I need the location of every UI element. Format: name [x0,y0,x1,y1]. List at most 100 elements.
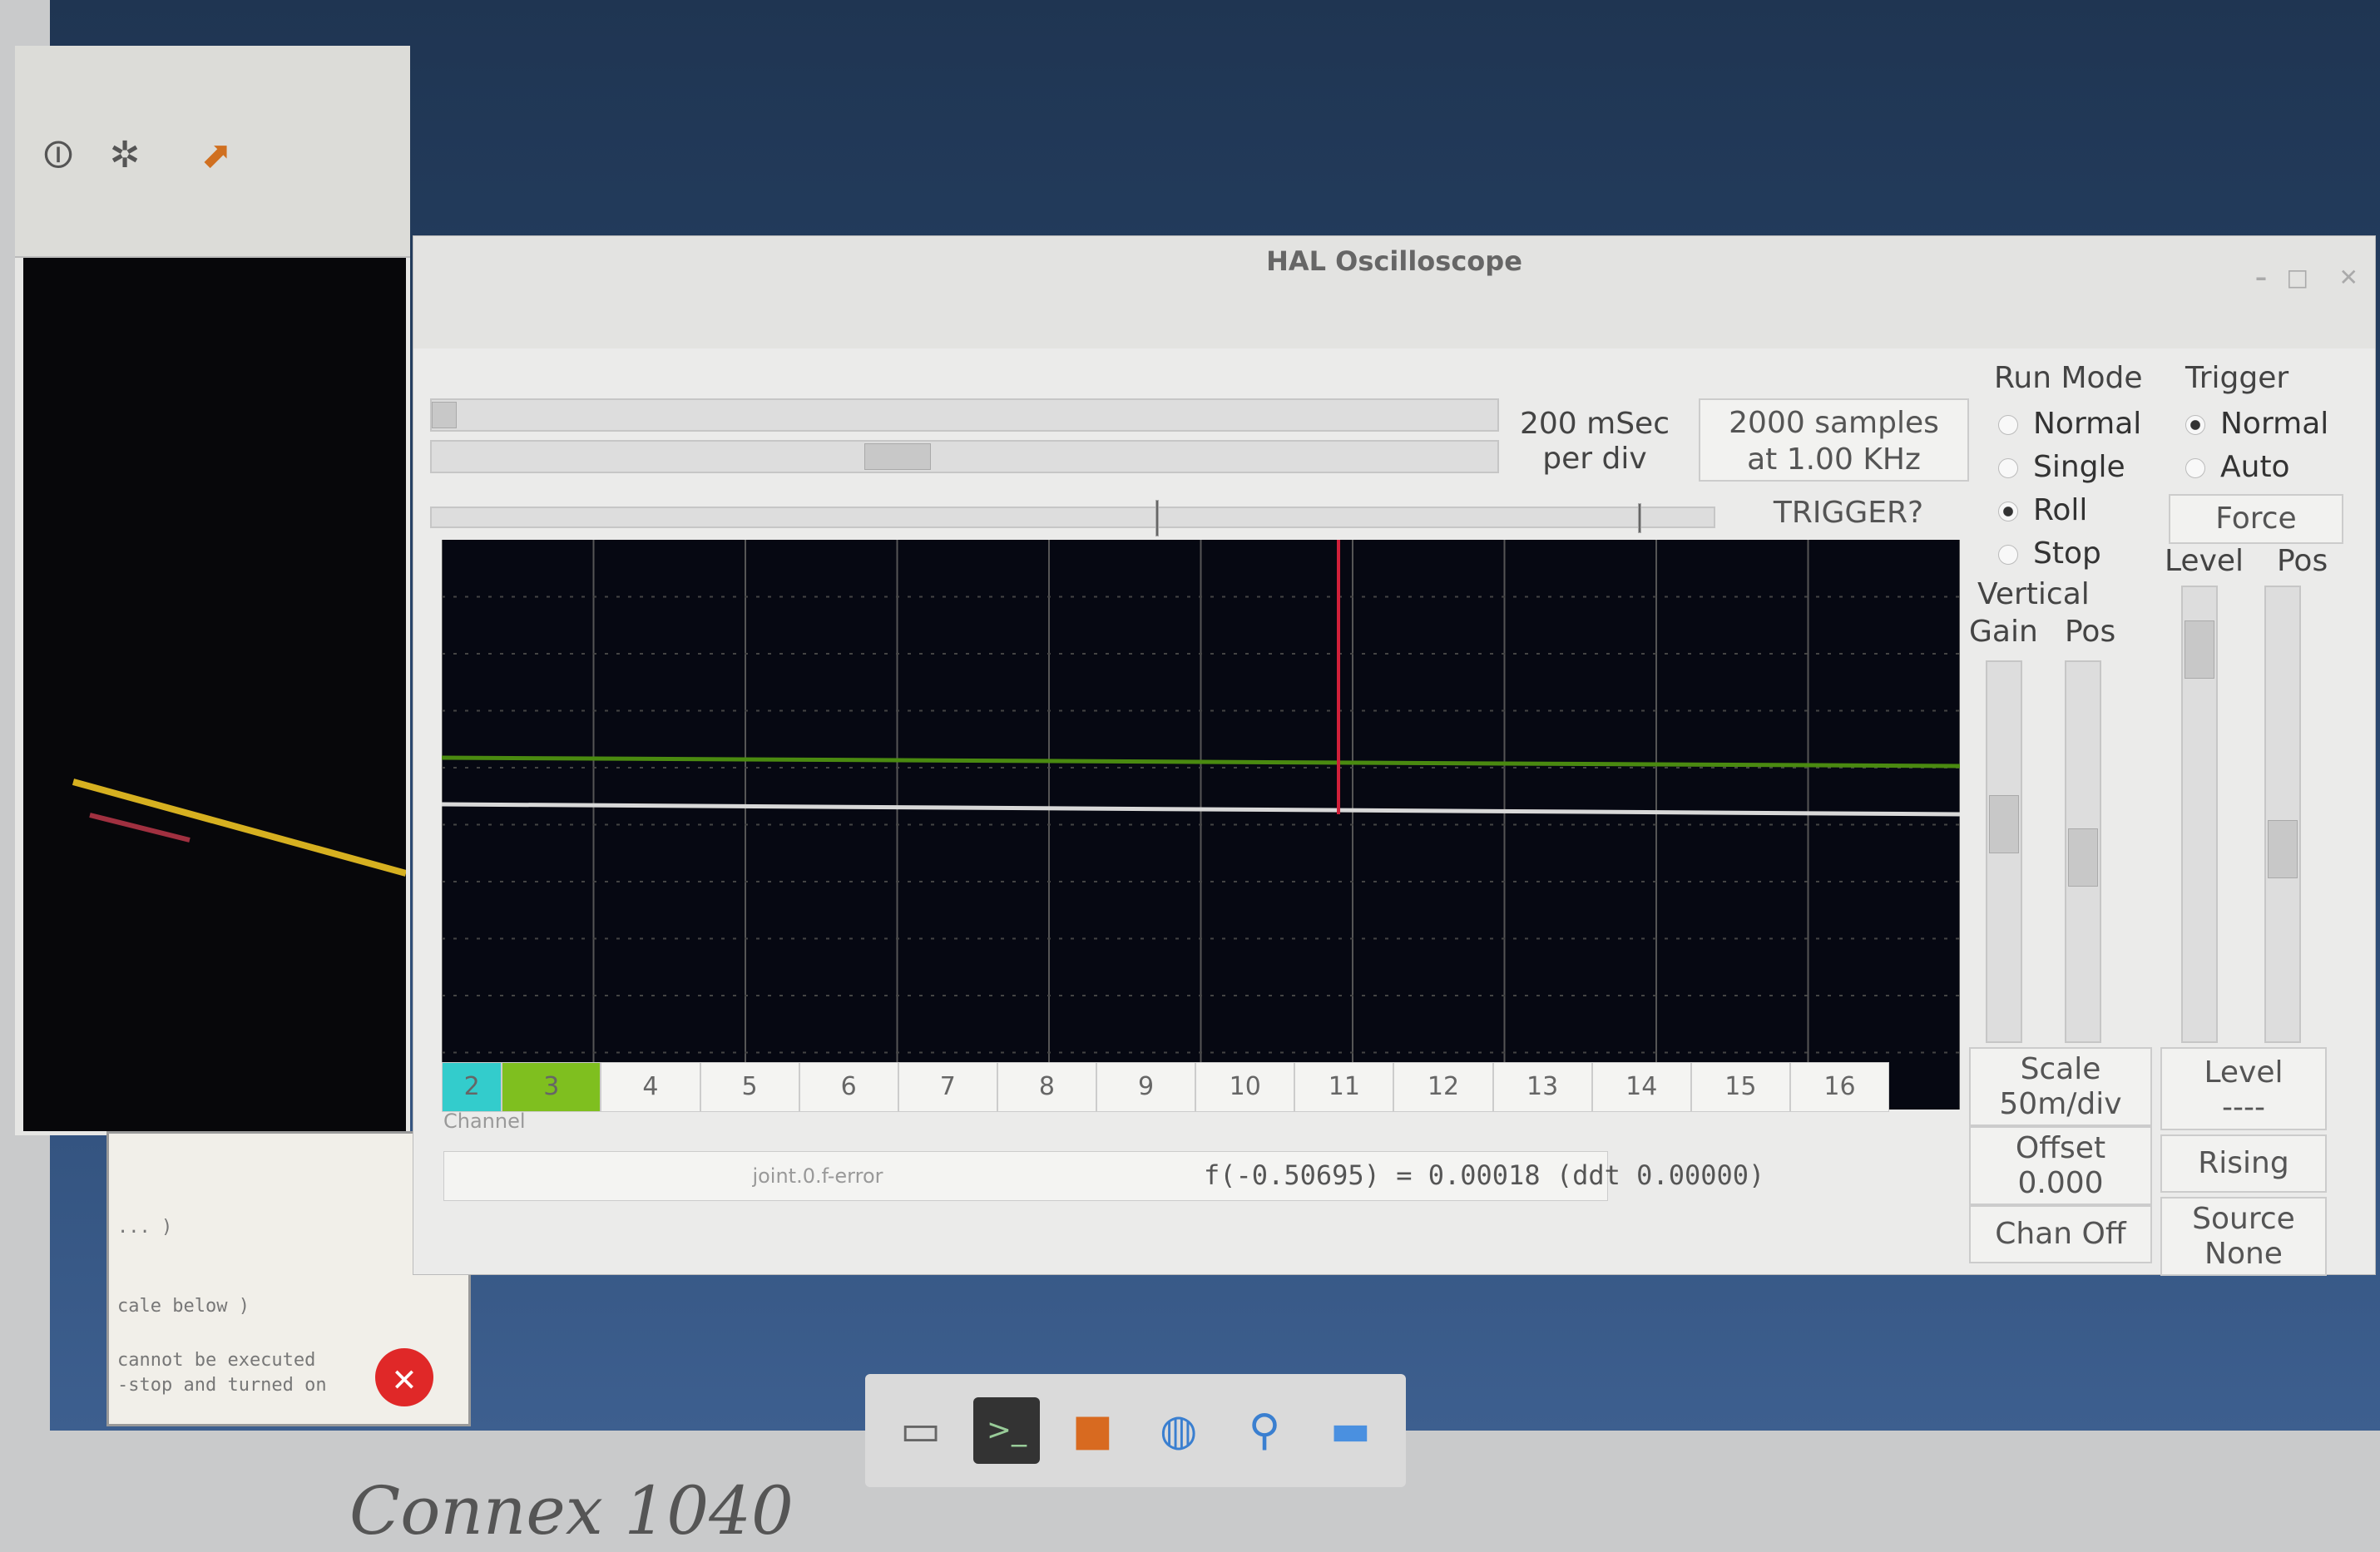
offset-button[interactable]: Offset 0.000 [1969,1126,2152,1205]
channel-2-trace [441,802,1961,817]
position-slider[interactable] [430,440,1499,473]
vertical-pos-label: Pos [2065,615,2116,649]
trigger-mode-auto[interactable]: Auto [2185,446,2328,489]
waveform-canvas [441,540,1961,1110]
console-line: ... ) [117,1217,173,1238]
level-value: ---- [2222,1090,2265,1124]
channel-button-9[interactable]: 9 [1096,1062,1196,1112]
error-line: cannot be executed [117,1350,316,1371]
trigger-pos-slider[interactable] [2264,586,2301,1043]
run-mode-label: Run Mode [1994,361,2143,395]
radio-icon[interactable] [1998,502,2018,521]
channel-button-15[interactable]: 15 [1690,1062,1790,1112]
gain-slider[interactable] [1986,660,2022,1043]
trigger-pos-label: Pos [2277,544,2328,578]
channel-button-3[interactable]: 3 [502,1062,601,1112]
terminal-icon[interactable]: >_ [972,1397,1040,1464]
offset-label: Offset [2015,1131,2106,1165]
axis-window: ⏼ ✲ ⬈ [15,46,410,1135]
channel-3-trace [441,755,1961,769]
scale-button[interactable]: Scale 50m/div [1969,1047,2152,1126]
error-line: -stop and turned on [117,1375,327,1396]
trigger-level-slider[interactable] [2181,586,2218,1043]
vertical-pos-slider[interactable] [2065,660,2101,1043]
toolpath-preview [23,258,408,1131]
trigger-mode-group: Normal Auto [2185,403,2328,489]
oscilloscope-display [441,540,1961,1110]
channel-button-5[interactable]: 5 [700,1062,799,1112]
window-title: HAL Oscilloscope [1266,245,1522,277]
option-label: Normal [2220,407,2329,441]
option-label: Single [2033,450,2125,484]
trigger-level-button[interactable]: Level ---- [2160,1047,2327,1130]
gain-label: Gain [1969,615,2038,649]
scale-label: Scale [2020,1052,2101,1086]
maximize-icon[interactable]: □ [2286,264,2308,291]
channel-button-11[interactable]: 11 [1294,1062,1394,1112]
chan-off-button[interactable]: Chan Off [1969,1205,2152,1263]
trigger-source-button[interactable]: Source None [2160,1197,2327,1276]
drive-icon[interactable]: ▭ [900,1406,942,1456]
channel-button-10[interactable]: 10 [1195,1062,1295,1112]
run-mode-roll[interactable]: Roll [1998,489,2141,532]
run-mode-single[interactable]: Single [1998,446,2141,489]
minimize-icon[interactable]: – [2255,264,2267,291]
channel-button-6[interactable]: 6 [799,1062,898,1112]
rate-unit: per div [1542,442,1647,476]
samples-button[interactable]: 2000 samples at 1.00 KHz [1699,398,1969,482]
channel-button-2[interactable]: 2 [442,1062,502,1112]
channel-button-12[interactable]: 12 [1393,1062,1493,1112]
taskbar: ▭ >_ ■ ◍ ⚲ ▬ [865,1374,1406,1487]
power-icon[interactable]: ✲ [109,134,141,176]
app-icon[interactable]: ■ [1071,1406,1113,1456]
zoom-slider[interactable] [430,398,1499,432]
channel-button-14[interactable]: 14 [1591,1062,1691,1112]
option-label: Stop [2033,536,2101,571]
offset-value: 0.000 [2017,1166,2104,1200]
browser-icon[interactable]: ◍ [1159,1406,1198,1456]
samples-count: 2000 samples [1729,406,1939,440]
radio-icon[interactable] [2185,458,2205,478]
rising-button[interactable]: Rising [2160,1134,2327,1193]
title-bar[interactable]: HAL Oscilloscope – □ ✕ [413,236,2375,348]
channel-button-7[interactable]: 7 [898,1062,997,1112]
channel-button-4[interactable]: 4 [601,1062,700,1112]
source-value: None [2204,1237,2283,1271]
close-icon[interactable]: ✕ [2338,264,2358,291]
open-file-icon[interactable]: ⬈ [200,134,232,176]
hal-oscilloscope-window: HAL Oscilloscope – □ ✕ 200 mSec per div 2… [413,235,2376,1276]
trigger-level-label: Level [2165,544,2244,578]
radio-icon[interactable] [2185,415,2205,435]
option-label: Auto [2220,450,2290,484]
scale-value: 50m/div [1999,1087,2122,1121]
estop-icon[interactable]: ⏼ [43,134,73,176]
channel-selector: 2 3 4 5 6 7 8 9 10 11 12 13 14 15 16 [442,1062,1890,1112]
radio-icon[interactable] [1998,545,2018,565]
channel-button-8[interactable]: 8 [997,1062,1097,1112]
channel-button-16[interactable]: 16 [1789,1062,1890,1112]
sample-rate: at 1.00 KHz [1747,442,1921,477]
channel-button-13[interactable]: 13 [1492,1062,1592,1112]
rate-label: 200 mSec per div [1512,407,1678,477]
record-position-bar[interactable] [430,500,1715,536]
cursor-readout: f(-0.50695) = 0.00018 (ddt 0.00000) [1204,1159,1765,1191]
trigger-mode-normal[interactable]: Normal [2185,403,2328,446]
force-button[interactable]: Force [2169,494,2343,544]
run-mode-stop[interactable]: Stop [1998,532,2141,576]
trigger-status: TRIGGER? [1773,496,1924,530]
console-line: cale below ) [117,1296,250,1317]
radio-icon[interactable] [1998,458,2018,478]
folder-icon[interactable]: ▬ [1329,1406,1371,1456]
console-panel: ... ) cale below ) cannot be executed -s… [106,1131,471,1426]
signal-name-field[interactable]: joint.0.f-error [443,1151,1608,1201]
monitor-label: Connex 1040 [349,1472,794,1550]
run-mode-group: Normal Single Roll Stop [1998,403,2141,576]
channel-label: Channel [443,1110,526,1133]
rate-value: 200 mSec [1519,407,1670,441]
run-mode-normal[interactable]: Normal [1998,403,2141,446]
radio-icon[interactable] [1998,415,2018,435]
toolpath-lines [72,778,408,877]
search-icon[interactable]: ⚲ [1248,1406,1281,1456]
option-label: Normal [2033,407,2142,441]
error-icon[interactable]: ✕ [375,1348,433,1406]
